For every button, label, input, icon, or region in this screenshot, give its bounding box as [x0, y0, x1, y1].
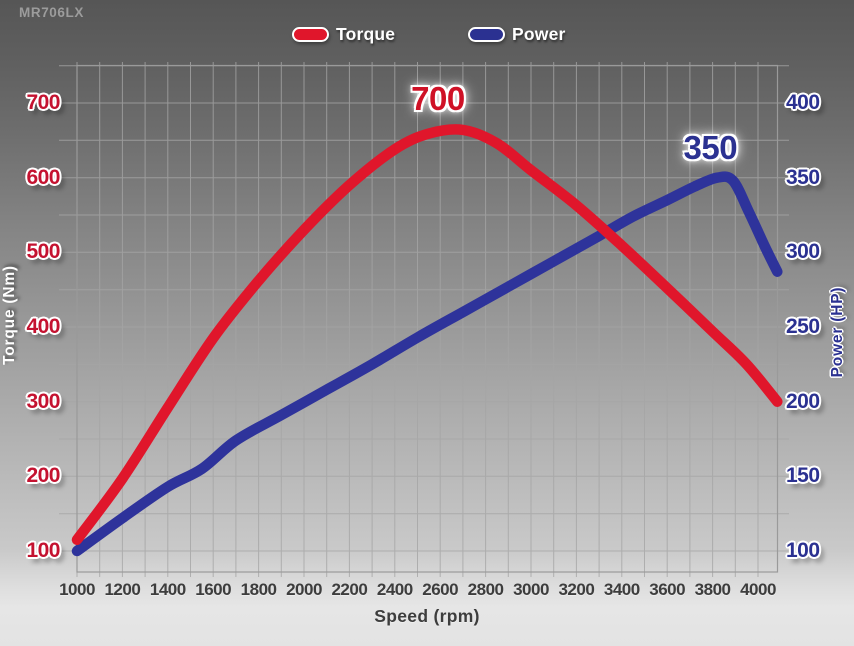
x-axis-tick-label: 2600 [422, 580, 459, 599]
right-axis-tick-label: 150 [786, 464, 820, 488]
engine-model-title: MR706LX [19, 5, 84, 20]
left-axis-tick-label: 500 [26, 240, 60, 264]
right-axis-tick-label: 200 [786, 389, 820, 413]
left-axis-tick-label: 100 [26, 539, 60, 562]
x-axis-tick-label: 3000 [513, 580, 549, 599]
power-legend-label: Power [512, 23, 566, 44]
x-axis-title: Speed (rpm) [374, 606, 480, 626]
x-axis-tick-label: 2400 [376, 580, 413, 599]
torque-curve [71, 124, 783, 546]
left-axis-tick-label: 700 [26, 91, 60, 114]
torque-legend-label: Torque [336, 23, 396, 44]
legend-item-power: Power [468, 23, 566, 44]
left-axis-tick-label: 400 [26, 315, 60, 338]
x-axis-tick-label: 1200 [104, 580, 141, 599]
x-axis-tick-label: 1800 [240, 580, 277, 599]
right-axis-tick-label: 400 [786, 91, 820, 114]
power-peak-annotation: 350 [683, 128, 738, 166]
legend-item-torque: Torque [292, 23, 396, 44]
plot-frame [76, 64, 779, 573]
x-axis-tick-label: 2000 [286, 580, 322, 599]
x-axis-tick-label: 2200 [331, 580, 368, 599]
torque-peak-annotation: 700 [411, 80, 465, 118]
right-axis-tick-label: 100 [786, 539, 820, 562]
left-axis-tick-label: 200 [26, 464, 60, 488]
x-axis-tick-label: 1600 [195, 580, 232, 599]
power-curve [71, 171, 783, 557]
x-axis-tick-label: 4000 [740, 580, 776, 599]
left-axis-tick-label: 300 [26, 389, 60, 413]
torque-legend-swatch [292, 26, 329, 42]
left-axis-tick-label: 600 [26, 165, 60, 189]
x-axis-tick-label: 1000 [59, 580, 95, 599]
x-axis-tick-label: 3200 [558, 580, 595, 599]
x-axis-tick-label: 3400 [603, 580, 640, 599]
x-axis-tick-label: 3800 [694, 580, 731, 599]
right-axis-tick-label: 300 [786, 240, 820, 264]
right-axis-tick-label: 350 [786, 165, 820, 189]
x-axis-tick-label: 3600 [649, 580, 686, 599]
power-legend-swatch [468, 26, 505, 42]
right-axis-tick-label: 250 [786, 315, 820, 338]
x-axis-tick-label: 1400 [149, 580, 186, 599]
x-axis-tick-label: 2800 [467, 580, 504, 599]
